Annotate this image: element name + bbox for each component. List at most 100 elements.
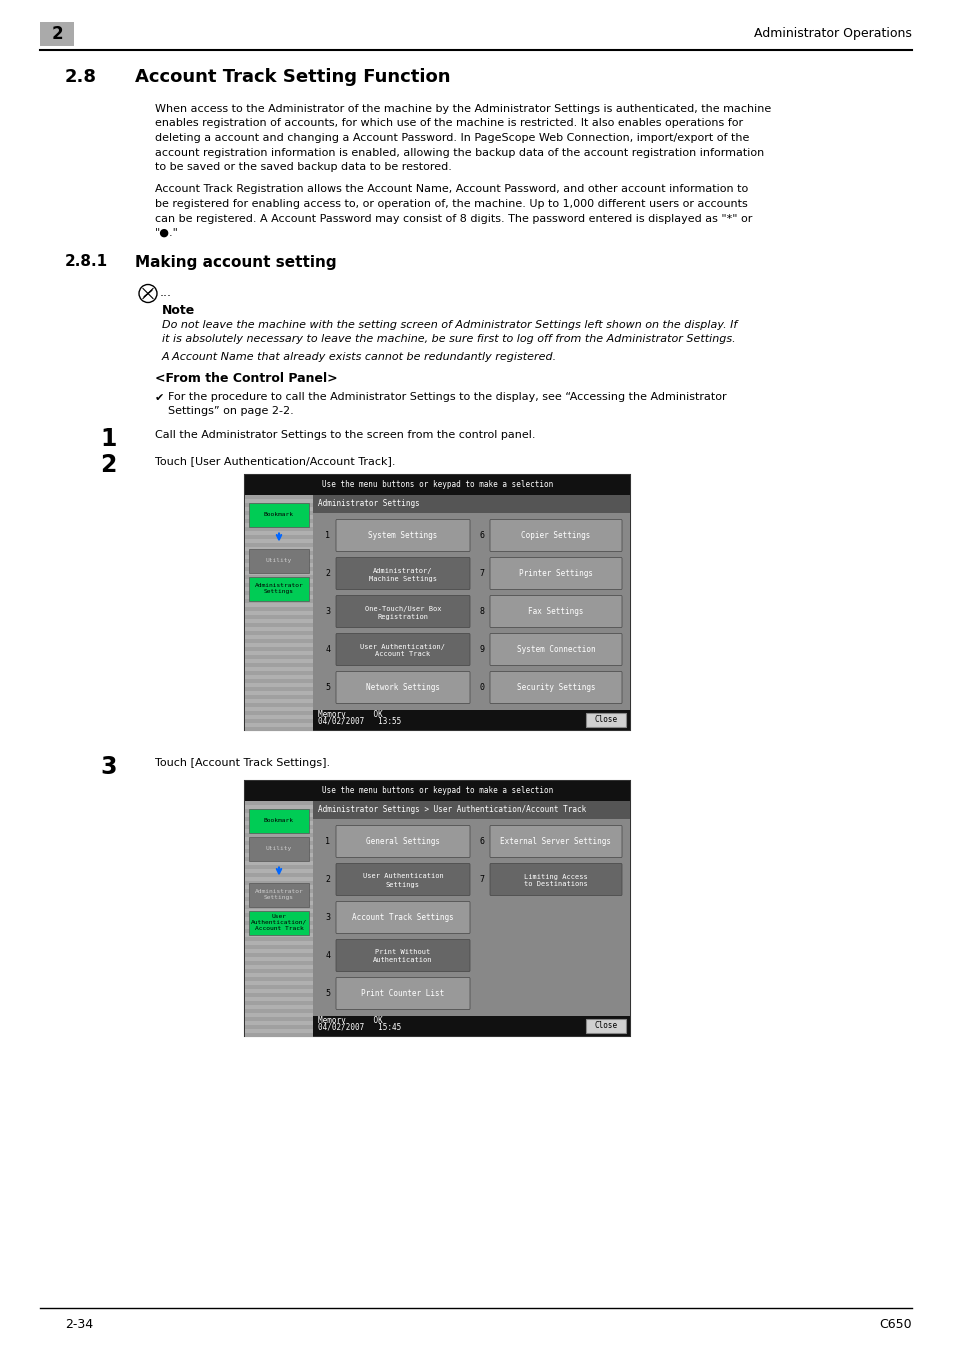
Bar — [245, 945, 313, 949]
Bar — [245, 825, 313, 829]
Bar — [245, 992, 313, 996]
Text: deleting a account and changing a Account Password. In PageScope Web Connection,: deleting a account and changing a Accoun… — [154, 134, 749, 143]
Bar — [245, 590, 313, 594]
Text: Network Settings: Network Settings — [366, 683, 439, 693]
FancyBboxPatch shape — [335, 940, 470, 972]
Text: Account Track: Account Track — [375, 652, 430, 657]
Text: 4: 4 — [325, 645, 330, 653]
Bar — [245, 1033, 313, 1037]
Text: 1: 1 — [100, 427, 116, 451]
Text: Utility: Utility — [266, 558, 292, 563]
Text: Memory      OK: Memory OK — [317, 1017, 382, 1025]
Bar — [245, 518, 313, 522]
Text: be registered for enabling access to, or operation of, the machine. Up to 1,000 : be registered for enabling access to, or… — [154, 198, 747, 209]
Bar — [245, 474, 629, 494]
Bar — [313, 818, 629, 1015]
Text: When access to the Administrator of the machine by the Administrator Settings is: When access to the Administrator of the … — [154, 104, 770, 113]
Bar — [245, 663, 313, 667]
Bar — [245, 880, 313, 884]
Bar — [313, 513, 629, 710]
Text: Fax Settings: Fax Settings — [528, 608, 583, 616]
Text: ...: ... — [160, 286, 172, 300]
Text: Bookmark: Bookmark — [264, 818, 294, 824]
Bar — [313, 494, 629, 513]
Bar — [313, 1015, 629, 1035]
Text: Settings: Settings — [386, 882, 419, 887]
Text: Security Settings: Security Settings — [517, 683, 595, 693]
Text: Account Track Settings: Account Track Settings — [352, 913, 454, 922]
Bar — [245, 809, 313, 813]
Text: Account Track Setting Function: Account Track Setting Function — [135, 68, 450, 86]
Text: 2: 2 — [325, 875, 330, 884]
Bar — [245, 694, 313, 698]
Text: 2: 2 — [325, 568, 330, 578]
Bar — [245, 647, 313, 651]
Bar — [585, 1018, 625, 1033]
Bar — [245, 575, 313, 579]
FancyBboxPatch shape — [335, 671, 470, 703]
Text: "●.": "●." — [154, 228, 178, 238]
Text: 2: 2 — [51, 26, 63, 43]
Bar — [249, 502, 309, 526]
Text: 1: 1 — [325, 531, 330, 540]
Text: Account Track Registration allows the Account Name, Account Password, and other : Account Track Registration allows the Ac… — [154, 185, 747, 194]
Text: 3: 3 — [325, 913, 330, 922]
Text: User Authentication/: User Authentication/ — [360, 644, 445, 649]
Text: 04/02/2007   15:45: 04/02/2007 15:45 — [317, 1023, 401, 1031]
Bar — [245, 559, 313, 563]
Bar — [245, 984, 313, 988]
Text: 04/02/2007   13:55: 04/02/2007 13:55 — [317, 717, 401, 726]
Bar — [245, 864, 313, 868]
Text: 2.8.1: 2.8.1 — [65, 255, 108, 270]
Bar — [245, 543, 313, 547]
Text: Close: Close — [594, 1021, 617, 1030]
Bar — [249, 837, 309, 860]
Text: General Settings: General Settings — [366, 837, 439, 846]
Bar — [245, 582, 313, 586]
Text: 3: 3 — [325, 608, 330, 616]
Bar — [249, 910, 309, 934]
FancyBboxPatch shape — [335, 864, 470, 895]
Bar — [245, 1017, 313, 1021]
Text: 7: 7 — [479, 568, 484, 578]
Text: Administrator Settings: Administrator Settings — [317, 500, 419, 508]
Bar — [313, 801, 629, 818]
Bar — [245, 494, 313, 729]
FancyBboxPatch shape — [490, 520, 621, 552]
Text: Print Counter List: Print Counter List — [361, 990, 444, 998]
Text: Limiting Access: Limiting Access — [523, 873, 587, 879]
Text: 1: 1 — [325, 837, 330, 846]
Bar — [245, 598, 313, 602]
Text: 0: 0 — [479, 683, 484, 693]
Text: Print Without: Print Without — [375, 949, 430, 956]
Bar — [245, 614, 313, 618]
Text: One-Touch/User Box: One-Touch/User Box — [364, 606, 441, 612]
Text: Use the menu buttons or keypad to make a selection: Use the menu buttons or keypad to make a… — [321, 481, 553, 489]
FancyBboxPatch shape — [335, 633, 470, 666]
FancyBboxPatch shape — [490, 864, 621, 895]
Bar — [245, 976, 313, 980]
Text: For the procedure to call the Administrator Settings to the display, see “Access: For the procedure to call the Administra… — [168, 393, 726, 402]
Bar — [245, 494, 313, 498]
Bar — [245, 1000, 313, 1004]
Bar — [245, 841, 313, 845]
Text: User Authentication: User Authentication — [362, 873, 443, 879]
Bar — [40, 22, 74, 46]
Bar — [245, 655, 313, 659]
Bar — [245, 526, 313, 531]
Text: Touch [User Authentication/Account Track].: Touch [User Authentication/Account Track… — [154, 456, 395, 467]
Bar — [245, 937, 313, 941]
Bar — [585, 713, 625, 726]
FancyBboxPatch shape — [490, 595, 621, 628]
Bar — [245, 921, 313, 925]
Bar — [245, 510, 313, 514]
Text: 4: 4 — [325, 950, 330, 960]
Bar — [245, 567, 313, 571]
Bar — [245, 718, 313, 722]
Bar — [313, 710, 629, 729]
Text: to Destinations: to Destinations — [523, 882, 587, 887]
Bar — [245, 639, 313, 643]
Bar — [245, 551, 313, 555]
Text: User
Authentication/
Account Track: User Authentication/ Account Track — [251, 914, 307, 930]
Bar — [245, 671, 313, 675]
